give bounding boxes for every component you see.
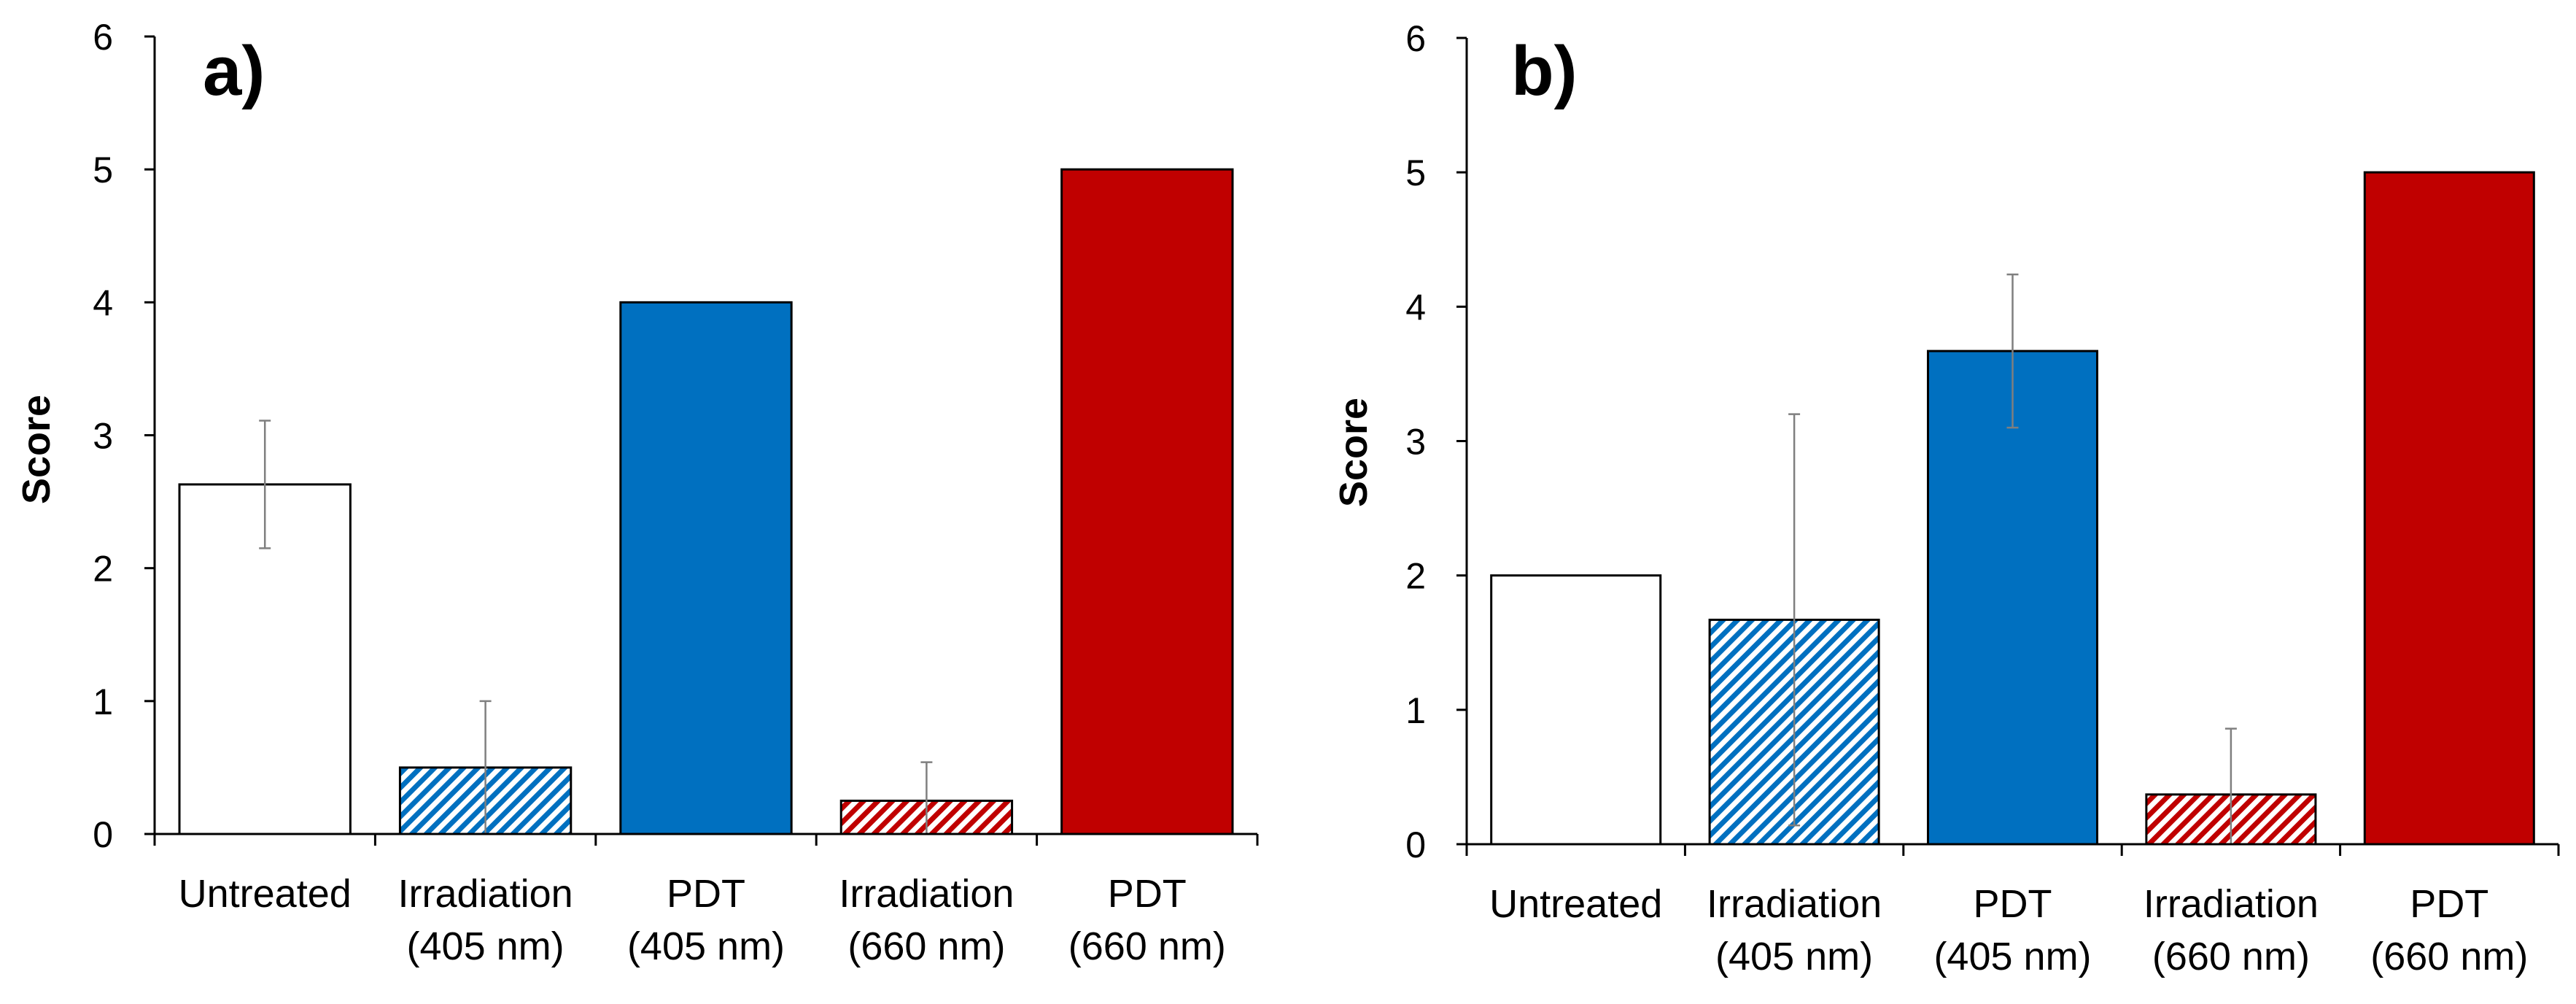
y-tick-label: 2 xyxy=(93,549,113,590)
x-tick-label: (405 nm) xyxy=(627,924,785,968)
x-tick-label: PDT xyxy=(667,872,745,916)
bar xyxy=(2363,171,2535,846)
y-axis-label: Score xyxy=(1332,398,1376,507)
x-tick-label: (405 nm) xyxy=(1933,935,2091,978)
y-tick-label: 1 xyxy=(93,681,113,722)
y-tick-label: 4 xyxy=(93,282,113,323)
y-tick-label: 4 xyxy=(1405,287,1426,328)
x-tick-label: Irradiation xyxy=(839,872,1014,916)
y-axis-label: Score xyxy=(15,395,58,504)
x-tick-label: (405 nm) xyxy=(407,924,565,968)
panel-label: a) xyxy=(203,32,265,110)
x-tick-label: (660 nm) xyxy=(2152,935,2310,978)
bar xyxy=(1490,574,1662,846)
y-tick-label: 3 xyxy=(1405,422,1426,463)
y-tick-label: 0 xyxy=(93,814,113,855)
plot-area: 0 1 2 3 4 5 6 Untreated Irradiation (405 nm) PDT (4… xyxy=(1405,18,2560,978)
bar xyxy=(1926,350,2099,846)
x-tick-label: Irradiation xyxy=(398,872,573,916)
y-tick-label: 6 xyxy=(93,17,113,58)
panel-label: b) xyxy=(1511,32,1578,110)
x-tick-label: (660 nm) xyxy=(1068,924,1226,968)
y-tick-label: 3 xyxy=(93,416,113,457)
y-tick-label: 0 xyxy=(1405,825,1426,865)
y-tick-label: 5 xyxy=(1405,152,1426,193)
x-tick-label: PDT xyxy=(2410,882,2488,926)
bar xyxy=(1060,168,1234,835)
y-tick-label: 6 xyxy=(1405,18,1426,59)
bar xyxy=(619,301,793,835)
x-tick-label: (660 nm) xyxy=(847,924,1005,968)
x-tick-label: Irradiation xyxy=(2144,882,2319,926)
plot-area: 0 1 2 3 4 5 6 Untreated Irradiation (405 nm) PDT (4… xyxy=(93,17,1259,968)
x-tick-label: Untreated xyxy=(179,872,352,916)
x-tick-label: Untreated xyxy=(1489,882,1662,926)
chart-panel-a: a) Score 0 1 2 3 4 5 6 Untreated Irradiation (405… xyxy=(15,17,1259,968)
x-tick-label: (405 nm) xyxy=(1715,935,1873,978)
chart-panel-b: b) Score 0 1 2 3 4 5 6 Untreated Irradiation (405… xyxy=(1332,18,2560,978)
y-tick-label: 2 xyxy=(1405,556,1426,597)
x-tick-label: PDT xyxy=(1108,872,1187,916)
x-tick-label: Irradiation xyxy=(1707,882,1882,926)
y-tick-label: 1 xyxy=(1405,690,1426,731)
x-tick-label: PDT xyxy=(1974,882,2052,926)
y-tick-label: 5 xyxy=(93,150,113,190)
x-tick-label: (660 nm) xyxy=(2370,935,2528,978)
